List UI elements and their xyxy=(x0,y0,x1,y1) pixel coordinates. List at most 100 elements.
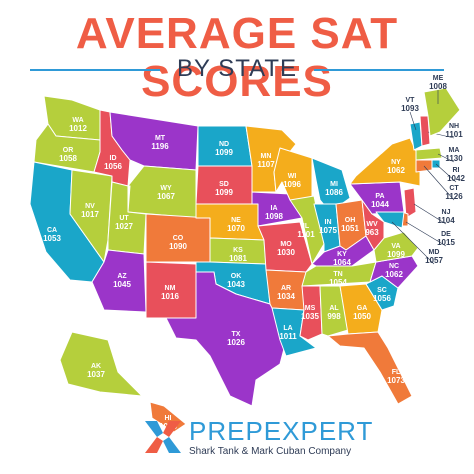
state-abbr-wv: WV xyxy=(366,221,378,228)
state-score-wi: 1096 xyxy=(283,180,301,189)
state-shape-il xyxy=(289,195,325,265)
state-shape-wi xyxy=(273,147,313,201)
state-score-ny: 1062 xyxy=(387,166,405,175)
state-score-ok: 1043 xyxy=(227,280,245,289)
state-score-pa: 1044 xyxy=(371,200,389,209)
state-shape-al xyxy=(319,285,349,337)
state-abbr-nh: NH xyxy=(449,123,459,130)
state-abbr-de: DE xyxy=(441,231,451,238)
state-score-ak: 1037 xyxy=(87,370,105,379)
state-shape-ma xyxy=(415,147,443,161)
state-score-ma: 1130 xyxy=(445,154,463,163)
state-shape-ut xyxy=(107,181,147,255)
state-score-id: 1056 xyxy=(104,162,122,171)
state-score-nj: 1104 xyxy=(437,216,455,225)
leader-line-de xyxy=(405,221,447,247)
state-score-wv: 963 xyxy=(365,228,379,237)
state-shape-az xyxy=(91,249,147,313)
state-abbr-wy: WY xyxy=(160,185,172,192)
state-abbr-wa: WA xyxy=(72,117,83,124)
state-abbr-tx: TX xyxy=(232,331,241,338)
state-score-va: 1099 xyxy=(387,250,405,259)
state-abbr-ia: IA xyxy=(271,205,278,212)
state-abbr-ms: MS xyxy=(305,305,316,312)
state-abbr-tn: TN xyxy=(333,271,342,278)
state-shape-nh xyxy=(419,115,431,147)
leader-line-ri xyxy=(435,163,457,183)
state-score-mt: 1196 xyxy=(151,142,169,151)
state-shape-md xyxy=(375,211,405,229)
state-abbr-az: AZ xyxy=(117,273,127,280)
state-score-mi: 1086 xyxy=(325,188,343,197)
state-abbr-mi: MI xyxy=(330,181,338,188)
state-score-me: 1008 xyxy=(429,82,447,91)
state-score-la: 1011 xyxy=(279,332,297,341)
state-abbr-id: ID xyxy=(110,155,117,162)
state-score-tx: 1026 xyxy=(227,338,245,347)
state-score-wy: 1067 xyxy=(157,192,175,201)
state-score-co: 1090 xyxy=(169,242,187,251)
state-abbr-mt: MT xyxy=(155,135,166,142)
state-abbr-va: VA xyxy=(391,243,400,250)
state-score-mo: 1030 xyxy=(277,248,295,257)
state-score-az: 1045 xyxy=(113,280,131,289)
state-abbr-wi: WI xyxy=(288,173,297,180)
state-abbr-al: AL xyxy=(329,305,339,312)
state-abbr-sd: SD xyxy=(219,181,229,188)
state-score-nd: 1099 xyxy=(215,148,233,157)
state-score-md: 1057 xyxy=(425,256,443,265)
state-abbr-co: CO xyxy=(173,235,184,242)
state-score-mn: 1107 xyxy=(257,160,275,169)
page-title: AVERAGE SAT SCORES xyxy=(75,9,399,106)
state-abbr-ks: KS xyxy=(233,247,243,254)
state-shape-ny xyxy=(349,137,421,187)
state-abbr-nc: NC xyxy=(389,263,399,270)
state-score-nc: 1062 xyxy=(385,270,403,279)
state-score-tn: 1054 xyxy=(329,278,347,287)
state-abbr-ny: NY xyxy=(391,159,401,166)
page-subtitle: BY STATE xyxy=(176,55,298,82)
subtitle-rule-left xyxy=(30,69,160,71)
state-abbr-me: ME xyxy=(433,75,444,82)
state-score-wa: 1012 xyxy=(69,124,87,133)
state-abbr-nv: NV xyxy=(85,203,95,210)
state-score-fl: 1073 xyxy=(387,376,405,385)
state-abbr-ri: RI xyxy=(453,167,460,174)
state-abbr-mn: MN xyxy=(261,153,272,160)
state-shape-ga xyxy=(339,283,383,335)
state-score-ms: 1035 xyxy=(301,312,319,321)
state-abbr-ga: GA xyxy=(357,305,368,312)
state-abbr-oh: OH xyxy=(345,217,356,224)
subtitle-row: BY STATE xyxy=(0,56,474,82)
brand-tagline: Shark Tank & Mark Cuban Company xyxy=(189,446,352,457)
state-shape-me xyxy=(423,87,461,137)
state-abbr-nd: ND xyxy=(219,141,229,148)
state-abbr-fl: FL xyxy=(392,369,401,376)
subtitle-rule-right xyxy=(314,69,444,71)
state-shape-nj xyxy=(403,187,417,219)
state-abbr-la: LA xyxy=(283,325,292,332)
state-abbr-sc: SC xyxy=(377,287,387,294)
state-score-nm: 1016 xyxy=(161,292,179,301)
state-score-nh: 1101 xyxy=(445,130,463,139)
